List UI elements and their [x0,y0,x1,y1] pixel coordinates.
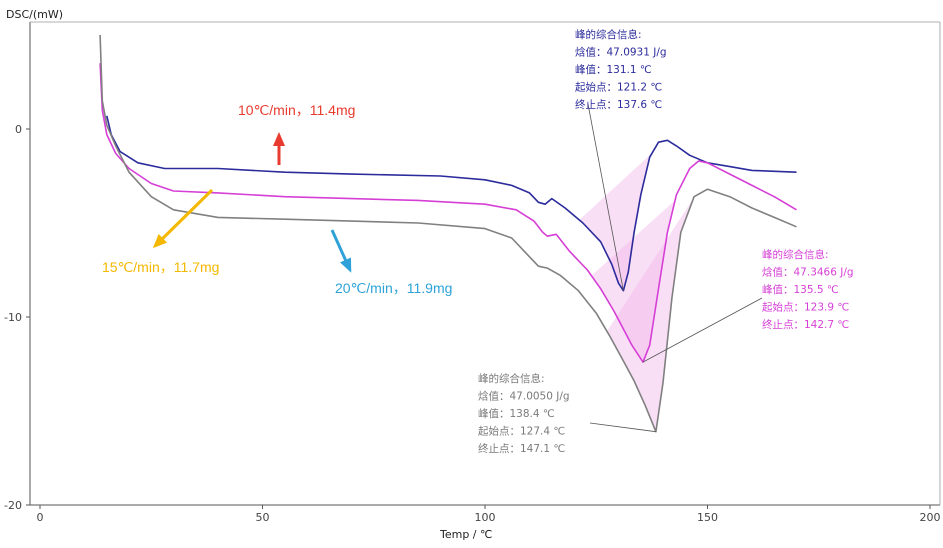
peak-info-line: 焓值：47.0931 J/g [575,46,667,59]
axis-ticks: 0 50 100 150 200 0 -10 -20 [4,123,940,524]
peak-area-fill [579,152,653,291]
y-axis-label: DSC/(mW) [6,8,63,21]
peak-info-line: 起始点：121.2 ℃ [575,81,662,94]
dsc-curve-1 [106,115,797,292]
rate-arrow-head [152,234,168,249]
peak-info-line: 峰的综合信息: [762,248,829,261]
y-tick-label: -10 [4,311,22,324]
peak-info-line: 焓值：47.0050 J/g [478,390,570,403]
x-tick-label: 200 [920,511,941,524]
x-axis-label: Temp / ℃ [439,528,492,541]
y-tick-label: 0 [15,123,22,136]
leader-line [589,422,656,433]
dsc-curve-3 [99,34,797,433]
peak-info-line: 峰值：135.5 ℃ [762,283,839,296]
x-tick-label: 100 [475,511,496,524]
peak-info-line: 峰值：131.1 ℃ [575,63,652,76]
y-tick-label: -20 [4,499,22,512]
rate-arrow-shaft [153,188,214,248]
dsc-curve-2 [99,63,797,363]
peak-annotations: 峰的综合信息: 焓值：47.0931 J/g 峰值：131.1 ℃ 起始点：121.2… [478,28,854,455]
x-tick-label: 150 [697,511,718,524]
peak-info-line: 终止点：137.6 ℃ [575,98,662,111]
rate-arrow-head [273,132,285,146]
peak-info-line: 峰的综合信息: [478,372,545,385]
peak-area-fill [606,196,695,432]
peak-area-fills [579,152,695,432]
peak-info-line: 焓值：47.3466 J/g [762,266,854,279]
x-tick-label: 0 [37,511,44,524]
leader-line [587,103,624,291]
peak-area-fill [591,200,675,363]
dsc-curves [99,34,797,433]
peak-info-line: 起始点：127.4 ℃ [478,425,565,438]
peak-info-line: 峰的综合信息: [575,28,642,41]
annotation-leaders [587,103,763,433]
peak-info-line: 终止点：142.7 ℃ [762,318,849,331]
peak-info-line: 起始点：123.9 ℃ [762,301,849,314]
rate-label: 20℃/min，11.9mg [335,280,452,296]
leader-line [642,297,763,363]
rate-arrow-head [340,257,352,273]
rate-label: 10℃/min，11.4mg [238,102,355,118]
x-tick-label: 50 [256,511,270,524]
peak-info-line: 终止点：147.1 ℃ [478,442,565,455]
rate-labels: 10℃/min，11.4mg 15℃/min，11.7mg 20℃/min，11.9… [102,102,452,296]
rate-label: 15℃/min，11.7mg [102,259,219,275]
peak-info-line: 峰值：138.4 ℃ [478,407,555,420]
